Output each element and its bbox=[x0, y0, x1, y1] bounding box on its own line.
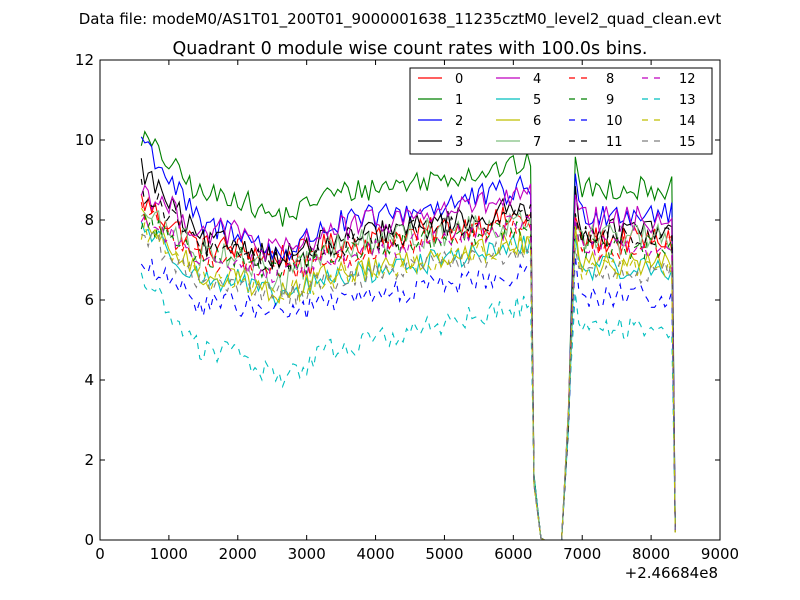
series-line-2 bbox=[140, 136, 676, 541]
legend-label-3: 3 bbox=[455, 135, 463, 150]
legend-label-7: 7 bbox=[533, 135, 541, 150]
series-line-1 bbox=[140, 130, 676, 541]
series-layer bbox=[140, 130, 676, 541]
figure-suptitle: Data file: modeM0/AS1T01_200T01_90000016… bbox=[79, 10, 722, 29]
legend-label-14: 14 bbox=[679, 114, 696, 129]
series-line-8 bbox=[140, 202, 676, 541]
series-line-7 bbox=[140, 210, 676, 541]
legend-label-10: 10 bbox=[606, 114, 623, 129]
legend-label-11: 11 bbox=[606, 135, 623, 150]
x-tick-label: 9000 bbox=[701, 545, 739, 563]
legend-label-13: 13 bbox=[679, 93, 696, 108]
legend-label-1: 1 bbox=[455, 93, 463, 108]
series-line-11 bbox=[140, 178, 676, 541]
series-line-9 bbox=[140, 213, 676, 541]
y-tick-label: 2 bbox=[84, 451, 94, 469]
ticks-layer: 0 1000 2000 3000 4000 5000 6000 7000 8000 9000 0 2 4… bbox=[75, 51, 739, 563]
legend-label-0: 0 bbox=[455, 72, 463, 87]
series-line-5 bbox=[140, 221, 676, 541]
y-tick-label: 8 bbox=[84, 211, 94, 229]
x-tick-label: 1000 bbox=[150, 545, 188, 563]
legend-label-5: 5 bbox=[533, 93, 541, 108]
x-tick-label: 5000 bbox=[425, 545, 463, 563]
x-offset-label: +2.46684e8 bbox=[625, 564, 718, 582]
x-tick-label: 4000 bbox=[356, 545, 394, 563]
y-tick-label: 0 bbox=[84, 531, 94, 549]
legend-label-6: 6 bbox=[533, 114, 541, 129]
x-tick-label: 2000 bbox=[219, 545, 257, 563]
series-line-10 bbox=[140, 255, 676, 541]
x-tick-label: 6000 bbox=[494, 545, 532, 563]
legend-label-15: 15 bbox=[679, 135, 696, 150]
y-tick-label: 6 bbox=[84, 291, 94, 309]
y-tick-label: 12 bbox=[75, 51, 94, 69]
series-line-13 bbox=[140, 272, 676, 541]
series-line-4 bbox=[140, 183, 676, 541]
chart-title: Quadrant 0 module wise count rates with … bbox=[173, 39, 648, 59]
legend-label-4: 4 bbox=[533, 72, 541, 87]
legend-label-9: 9 bbox=[606, 93, 614, 108]
legend-label-8: 8 bbox=[606, 72, 614, 87]
series-line-15 bbox=[141, 232, 676, 541]
x-tick-label: 7000 bbox=[563, 545, 601, 563]
y-tick-label: 10 bbox=[75, 131, 94, 149]
legend-label-2: 2 bbox=[455, 114, 463, 129]
series-line-14 bbox=[140, 222, 676, 541]
series-line-6 bbox=[140, 207, 676, 541]
x-tick-label: 8000 bbox=[632, 545, 670, 563]
x-tick-label: 3000 bbox=[288, 545, 326, 563]
y-tick-label: 4 bbox=[84, 371, 94, 389]
series-line-12 bbox=[140, 214, 676, 541]
legend-label-12: 12 bbox=[679, 72, 696, 87]
legend-frame bbox=[409, 67, 713, 155]
x-tick-label: 0 bbox=[95, 545, 105, 563]
